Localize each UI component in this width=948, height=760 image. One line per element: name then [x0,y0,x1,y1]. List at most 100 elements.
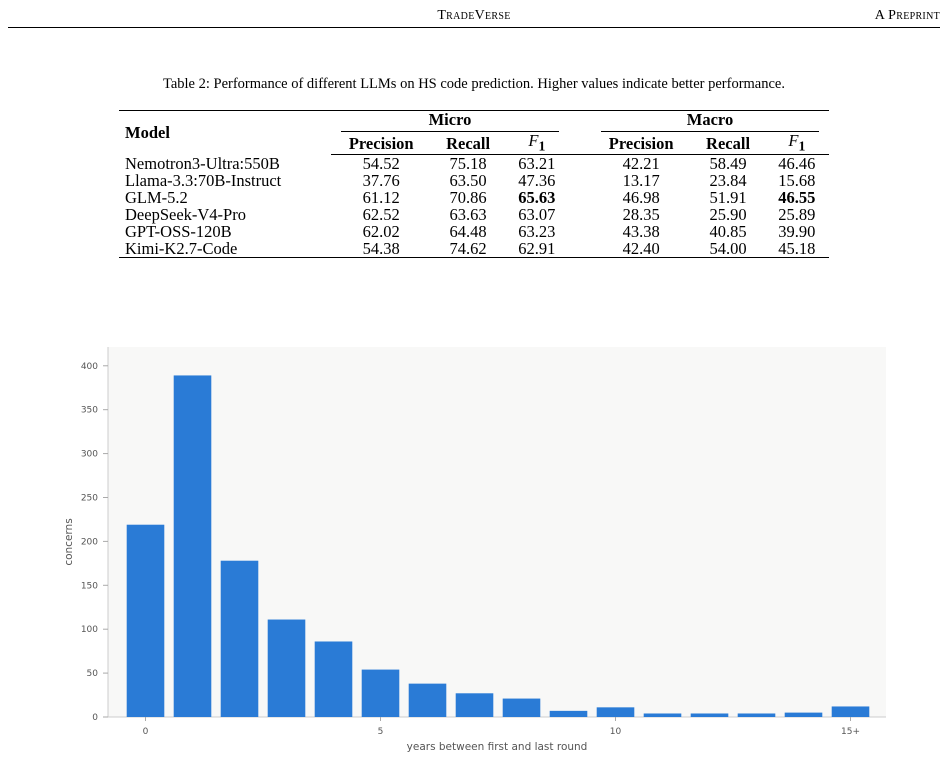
x-tick-label: 10 [610,727,622,737]
group-spacer [569,189,591,206]
micro-precision-cell: 61.12 [362,188,400,208]
macro-precision-cell: 13.17 [622,171,660,191]
micro-precision-cell: 54.52 [362,154,400,174]
micro-f1-cell: 63.23 [518,222,556,242]
group-spacer [569,240,591,258]
macro-f1-header: F1 [764,131,829,156]
micro-precision-cell: 62.02 [362,222,400,242]
macro-group-label: Macro [600,111,819,132]
micro-f1-cell: 62.91 [518,239,556,259]
model-name: Llama-3.3:70B-Instruct [125,171,282,191]
f1-letter: F [788,131,799,150]
x-tick-label: 15+ [841,727,860,737]
micro-group-header: Micro [331,111,569,132]
header-rule [8,27,940,28]
table-row: GPT-OSS-120B 62.02 64.48 63.23 43.38 40.… [119,223,829,240]
model-name: DeepSeek-V4-Pro [125,205,246,225]
y-tick-label: 150 [81,581,98,591]
macro-recall-cell: 54.00 [709,239,747,259]
macro-recall-header: Recall [691,132,765,156]
f1-subscript: 1 [538,138,546,154]
y-tick-label: 100 [81,625,98,635]
y-axis-label: concerns [63,518,75,565]
micro-recall-cell: 63.50 [449,171,487,191]
macro-f1-cell: 39.90 [778,222,816,242]
x-tick-label: 0 [143,727,149,737]
group-spacer [569,172,591,189]
group-spacer [569,206,591,223]
macro-f1-cell: 46.46 [778,154,816,174]
running-title: TradeVerse [437,8,511,23]
histogram-bar [267,619,306,717]
table-caption: Table 2: Performance of different LLMs o… [163,76,785,92]
y-tick-label: 400 [81,362,98,372]
group-spacer [569,155,591,173]
table-row: DeepSeek-V4-Pro 62.52 63.63 63.07 28.35 … [119,206,829,223]
micro-precision-header: Precision [331,132,432,156]
histogram-bar [549,710,588,717]
micro-recall-cell: 64.48 [449,222,487,242]
histogram-bar [361,669,400,717]
x-tick-label: 5 [378,727,384,737]
macro-precision-cell: 43.38 [622,222,660,242]
model-header: Model [125,123,170,143]
micro-f1-cell-best: 65.63 [518,188,556,208]
micro-precision-cell: 54.38 [362,239,400,259]
macro-recall-cell: 23.84 [709,171,747,191]
micro-f1-cell: 63.21 [518,154,556,174]
macro-precision-cell: 42.40 [622,239,660,259]
histogram-bar [408,683,447,717]
micro-recall-header: Recall [431,132,505,156]
micro-recall-cell: 70.86 [449,188,487,208]
running-header: TradeVerse A Preprint [0,0,948,28]
micro-precision-cell: 37.76 [362,171,400,191]
y-tick-label: 0 [92,713,98,723]
table-row: GLM-5.2 61.12 70.86 65.63 46.98 51.91 46… [119,189,829,206]
macro-f1-cell: 45.18 [778,239,816,259]
model-name: Kimi-K2.7-Code [125,239,238,259]
macro-recall-cell: 40.85 [709,222,747,242]
macro-recall-cell: 58.49 [709,154,747,174]
table-group-header-row: Model Micro Macro [119,110,829,141]
macro-group-header: Macro [591,111,829,132]
micro-precision-cell: 62.52 [362,205,400,225]
histogram-bar [737,713,776,717]
micro-recall-cell: 74.62 [449,239,487,259]
micro-group-label: Micro [341,111,559,132]
y-tick-label: 350 [81,406,98,416]
table-column-header-row: Precision Recall F1 Precision Recall F1 [119,131,829,156]
micro-f1-cell: 47.36 [518,171,556,191]
micro-recall-cell: 63.63 [449,205,487,225]
histogram-bar [126,524,165,717]
x-axis-label: years between first and last round [407,741,588,753]
model-name: GPT-OSS-120B [125,222,232,242]
table-row: Llama-3.3:70B-Instruct 37.76 63.50 47.36… [119,172,829,189]
group-spacer [569,111,591,133]
macro-recall-cell: 51.91 [709,188,747,208]
group-spacer [569,223,591,240]
histogram-bar [502,698,541,717]
micro-f1-header: F1 [504,132,569,156]
histogram-bar [455,693,494,717]
micro-f1-cell: 63.07 [518,205,556,225]
histogram-chart: 0 50 100 150 200 250 300 350 400 0 5 10 15+ years bet… [63,347,886,753]
macro-precision-cell: 28.35 [622,205,660,225]
performance-table: Model Micro Macro Precision Recall F1 Pr… [119,110,829,258]
table-row: Nemotron3-Ultra:550B 54.52 75.18 63.21 4… [119,155,829,173]
micro-recall-cell: 75.18 [449,154,487,174]
y-tick-label: 250 [81,493,98,503]
group-spacer [568,132,591,156]
histogram-bar [173,375,212,717]
histogram-bar [220,560,259,717]
histogram-bar [831,706,870,717]
histogram-bar [596,707,635,717]
macro-precision-cell: 46.98 [622,188,660,208]
histogram-bar [690,713,729,717]
y-tick-label: 50 [87,669,99,679]
running-right-label: A Preprint [874,8,940,23]
histogram-figure: 0 50 100 150 200 250 300 350 400 0 5 10 15+ years bet… [50,340,898,760]
histogram-bar [784,712,823,717]
macro-precision-header: Precision [590,132,692,156]
histogram-bar [643,713,682,717]
table-row: Kimi-K2.7-Code 54.38 74.62 62.91 42.40 5… [119,240,829,258]
